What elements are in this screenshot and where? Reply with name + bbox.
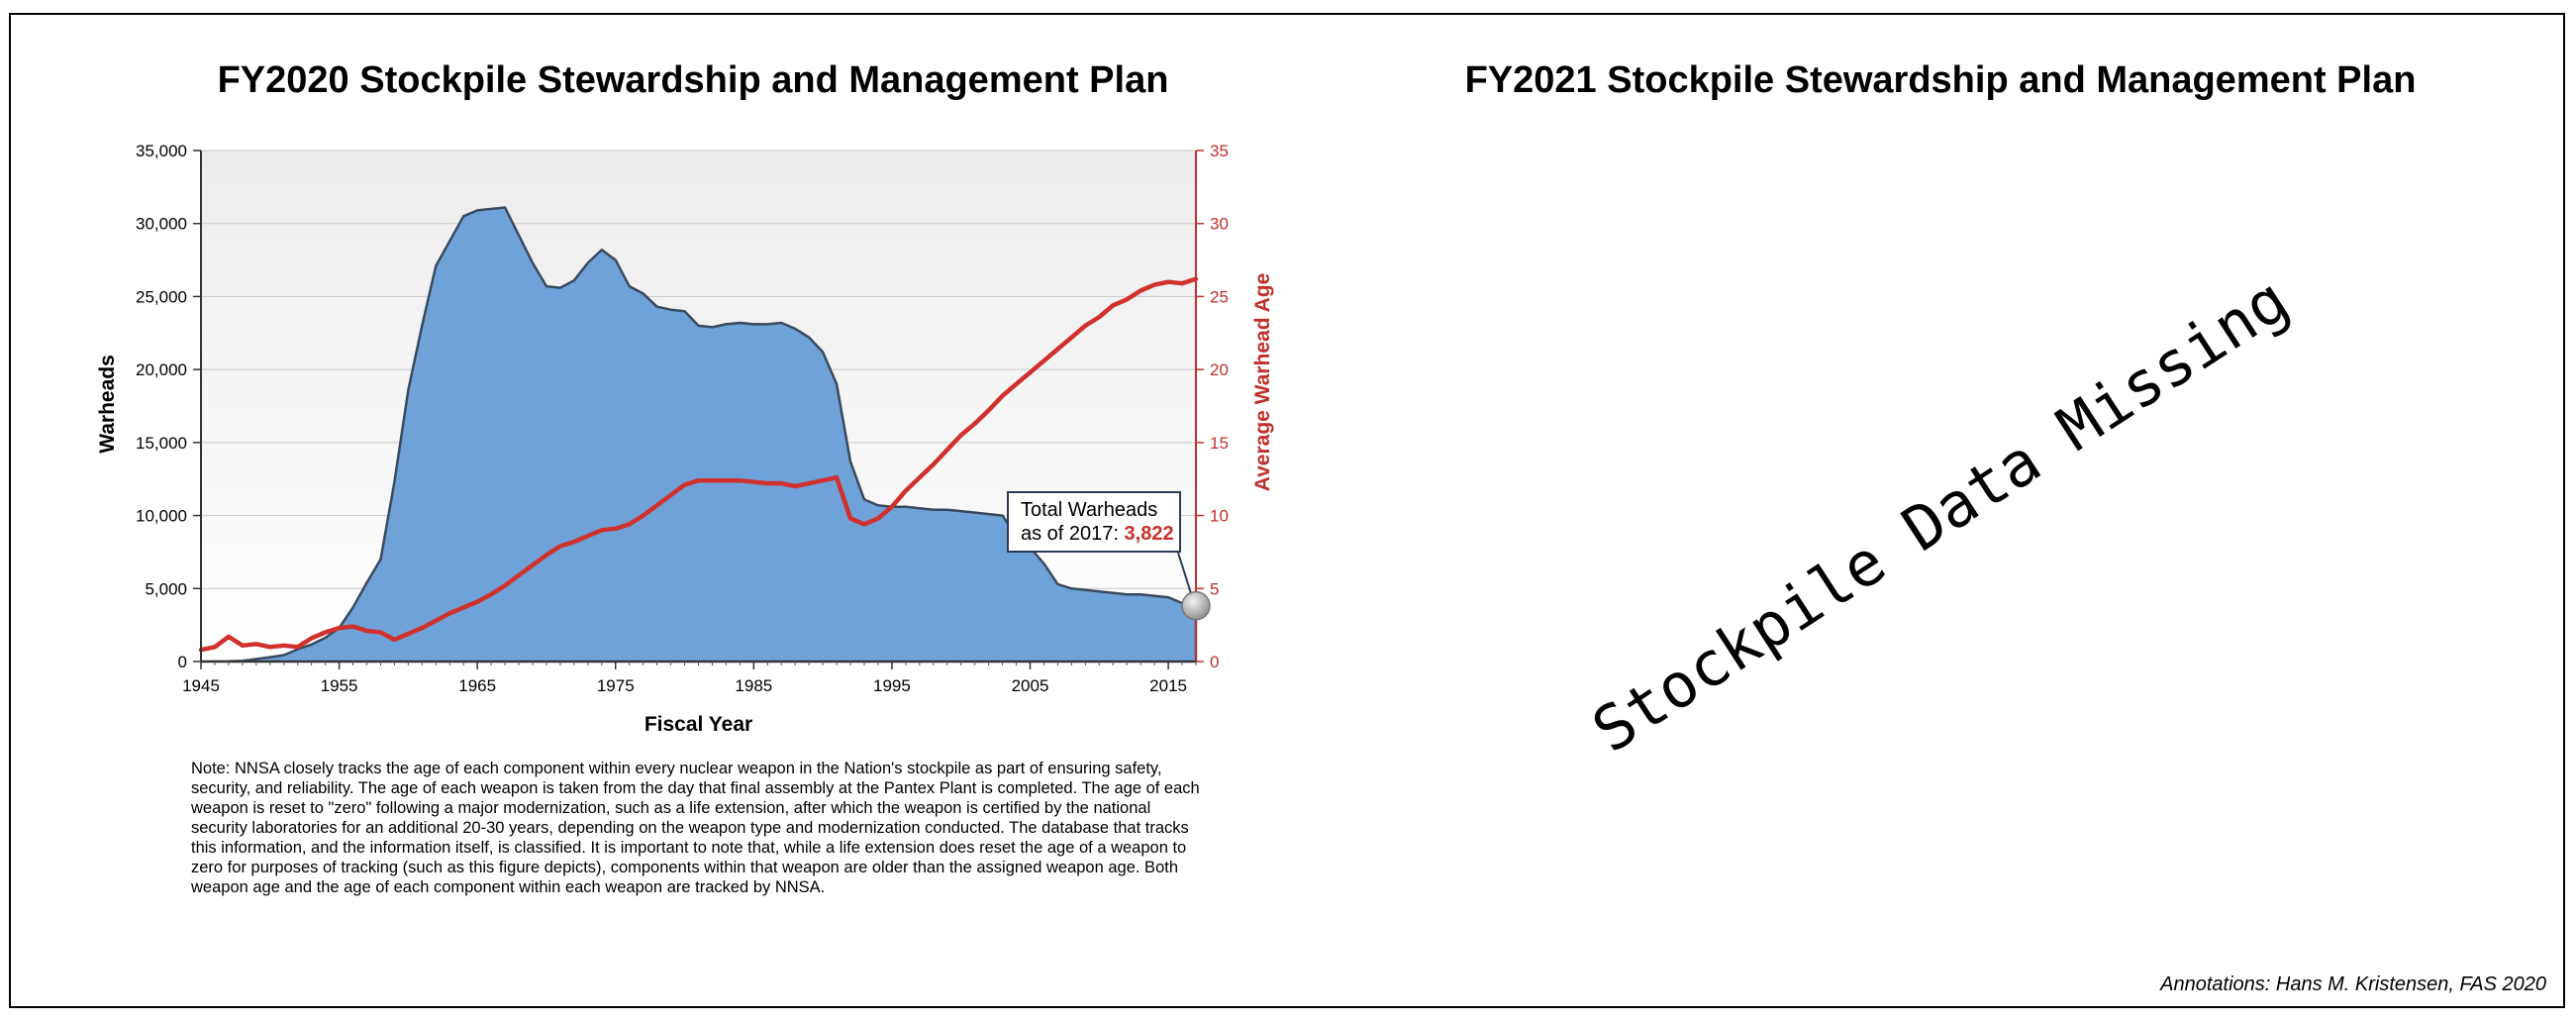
callout-value: 3,822 <box>1124 523 1174 545</box>
y2-tick-label: 35 <box>1210 142 1229 160</box>
x-tick-label: 1955 <box>321 676 358 695</box>
callout-line2: as of 2017: 3,822 <box>1021 522 1179 546</box>
y-tick-label: 10,000 <box>136 507 187 526</box>
callout-line1: Total Warheads <box>1021 499 1158 521</box>
callout-label: as of 2017: <box>1021 523 1119 545</box>
y-tick-label: 20,000 <box>136 360 187 379</box>
footnote: Note: NNSA closely tracks the age of eac… <box>191 760 1200 896</box>
annotation-credit: Annotations: Hans M. Kristensen, FAS 202… <box>2160 973 2546 995</box>
y2-tick-label: 0 <box>1210 653 1219 671</box>
y-tick-label: 35,000 <box>136 142 187 160</box>
y-tick-label: 25,000 <box>136 287 187 306</box>
right-panel-title: FY2021 Stockpile Stewardship and Managem… <box>1464 59 2417 101</box>
x-tick-label: 2015 <box>1149 676 1187 695</box>
total-warheads-callout: Total Warheads as of 2017: 3,822 <box>1007 491 1181 553</box>
y2-tick-label: 25 <box>1210 287 1229 306</box>
y2-tick-label: 20 <box>1210 360 1229 379</box>
y2-tick-label: 15 <box>1210 434 1229 453</box>
average-age-line <box>198 276 1199 653</box>
x-tick-label: 1945 <box>182 676 220 695</box>
callout-pointer <box>1177 552 1194 600</box>
x-axis-label: Fiscal Year <box>644 713 752 736</box>
chart-title: FY2020 Stockpile Stewardship and Managem… <box>217 59 1169 101</box>
warheads-area <box>199 206 1198 664</box>
y2-tick-label: 30 <box>1210 215 1229 234</box>
y2-tick-label: 10 <box>1210 507 1229 526</box>
y2-axis-label: Average Warhead Age <box>1251 273 1274 492</box>
y-tick-label: 0 <box>178 653 187 671</box>
y2-tick-label: 5 <box>1210 579 1219 598</box>
x-tick-label: 1975 <box>597 676 635 695</box>
y-tick-label: 30,000 <box>136 215 187 234</box>
x-tick-label: 1995 <box>873 676 911 695</box>
x-tick-label: 1965 <box>458 676 496 695</box>
current-value-marker <box>1181 590 1211 621</box>
y-tick-label: 5,000 <box>145 579 187 598</box>
y-axis-label: Warheads <box>96 355 119 454</box>
x-tick-label: 1985 <box>735 676 772 695</box>
y-tick-label: 15,000 <box>136 434 187 453</box>
x-tick-label: 2005 <box>1012 676 1049 695</box>
